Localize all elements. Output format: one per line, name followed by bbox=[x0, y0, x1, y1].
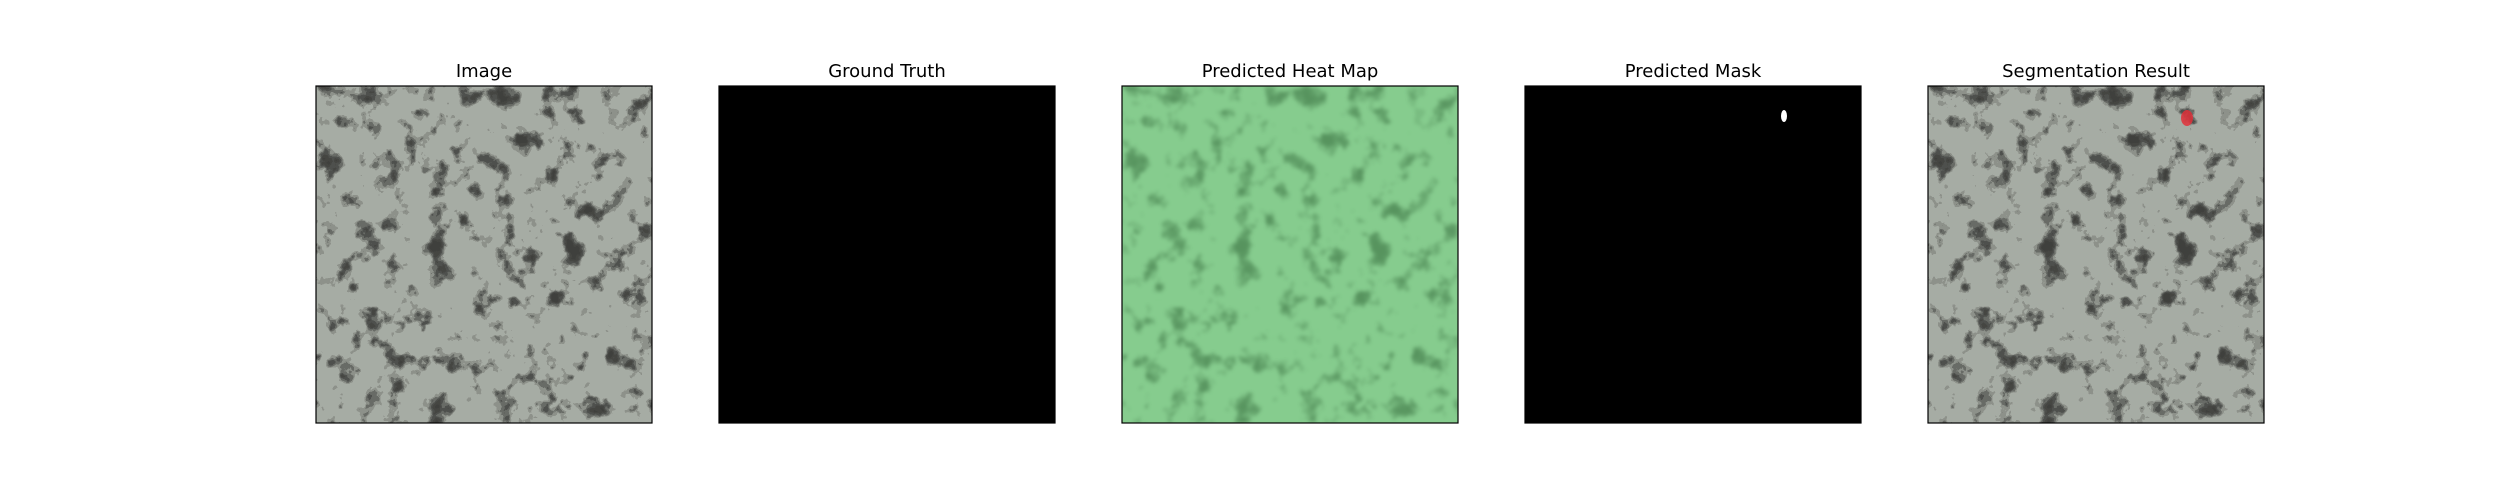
image-texture bbox=[316, 86, 652, 423]
ground-truth-mask bbox=[719, 86, 1055, 423]
panel-predicted-mask: Predicted Mask bbox=[1524, 61, 1862, 424]
panel-title-image: Image bbox=[456, 61, 512, 82]
panel-predicted-heat-map: Predicted Heat Map bbox=[1121, 61, 1459, 424]
panel-frame-image bbox=[315, 85, 653, 424]
panel-title-predicted-mask: Predicted Mask bbox=[1625, 61, 1762, 82]
panel-frame-predicted-heat-map bbox=[1121, 85, 1459, 424]
panel-ground-truth: Ground Truth bbox=[718, 61, 1056, 424]
segmentation-overlay-spot bbox=[2181, 110, 2193, 126]
panel-segmentation-result: Segmentation Result bbox=[1927, 61, 2265, 424]
predicted-mask-background bbox=[1525, 86, 1861, 423]
panel-image: Image bbox=[315, 61, 653, 424]
predicted-mask-spot bbox=[1781, 110, 1787, 122]
panel-title-predicted-heat-map: Predicted Heat Map bbox=[1202, 61, 1379, 82]
panel-frame-predicted-mask bbox=[1524, 85, 1862, 424]
panel-frame-ground-truth bbox=[718, 85, 1056, 424]
panel-title-segmentation-result: Segmentation Result bbox=[2002, 61, 2190, 82]
panel-frame-segmentation-result bbox=[1927, 85, 2265, 424]
segmentation-texture bbox=[1928, 86, 2264, 423]
heat-map-texture bbox=[1122, 86, 1458, 423]
panel-title-ground-truth: Ground Truth bbox=[828, 61, 946, 82]
